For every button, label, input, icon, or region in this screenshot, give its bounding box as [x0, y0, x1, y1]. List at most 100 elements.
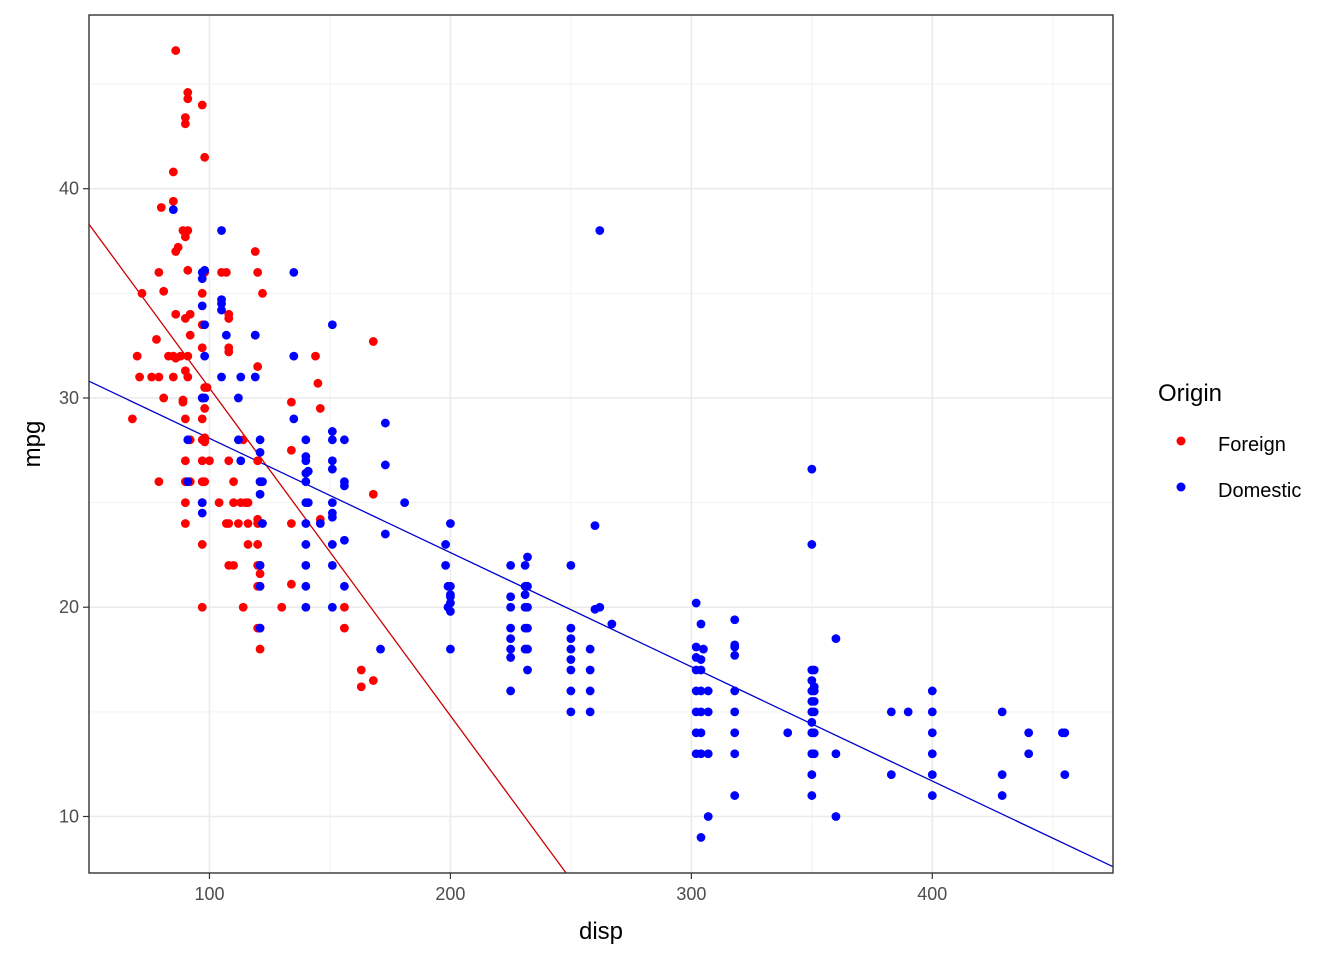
- point-domestic: [301, 519, 311, 528]
- point-foreign: [156, 203, 166, 212]
- point-foreign: [147, 372, 157, 382]
- point-domestic: [236, 456, 246, 466]
- y-tick-label: 30: [59, 388, 79, 408]
- point-foreign: [356, 665, 366, 675]
- point-domestic: [233, 435, 243, 445]
- point-domestic: [200, 351, 210, 361]
- point-foreign: [197, 343, 207, 353]
- point-foreign: [197, 602, 207, 612]
- x-axis-ticks: 100 200 300 400: [194, 873, 947, 904]
- point-domestic: [339, 535, 349, 545]
- point-foreign: [224, 343, 234, 353]
- point-domestic: [255, 447, 265, 457]
- point-domestic: [327, 512, 337, 522]
- point-domestic: [696, 728, 706, 738]
- point-domestic: [289, 414, 299, 424]
- point-domestic: [183, 435, 193, 445]
- point-domestic: [197, 508, 207, 518]
- point-domestic: [590, 521, 600, 531]
- point-foreign: [205, 456, 214, 466]
- point-foreign: [229, 560, 238, 570]
- point-domestic: [301, 452, 311, 461]
- point-domestic: [250, 372, 260, 382]
- y-tick-label: 20: [59, 597, 79, 617]
- point-domestic: [255, 581, 265, 591]
- legend-label-domestic: Domestic: [1218, 480, 1301, 502]
- point-domestic: [730, 749, 740, 759]
- point-domestic: [585, 686, 595, 696]
- point-domestic: [809, 682, 819, 692]
- point-domestic: [255, 560, 265, 570]
- point-foreign: [183, 88, 193, 97]
- point-domestic: [696, 665, 706, 675]
- point-domestic: [400, 498, 410, 507]
- point-foreign: [183, 372, 193, 382]
- point-domestic: [927, 749, 937, 759]
- point-domestic: [446, 644, 455, 654]
- point-foreign: [255, 644, 265, 654]
- point-domestic: [585, 644, 595, 654]
- point-foreign: [180, 113, 190, 122]
- point-domestic: [566, 644, 576, 654]
- point-domestic: [809, 707, 819, 717]
- point-domestic: [446, 519, 455, 528]
- point-domestic: [339, 477, 349, 487]
- point-domestic: [730, 728, 740, 738]
- point-domestic: [696, 655, 706, 664]
- point-foreign: [368, 489, 378, 499]
- point-domestic: [376, 644, 385, 654]
- point-foreign: [202, 383, 212, 392]
- point-domestic: [730, 686, 740, 696]
- point-foreign: [368, 676, 378, 685]
- point-foreign: [243, 498, 253, 507]
- point-domestic: [783, 728, 793, 738]
- point-domestic: [506, 592, 516, 602]
- point-domestic: [703, 707, 713, 717]
- point-domestic: [566, 560, 576, 570]
- point-domestic: [696, 686, 706, 696]
- point-foreign: [154, 268, 164, 277]
- point-domestic: [696, 619, 706, 629]
- point-domestic: [523, 623, 532, 633]
- point-domestic: [595, 226, 605, 235]
- point-domestic: [523, 581, 532, 591]
- point-foreign: [180, 456, 190, 466]
- point-foreign: [197, 414, 207, 424]
- point-domestic: [289, 351, 299, 361]
- point-domestic: [809, 728, 819, 738]
- point-foreign: [159, 393, 169, 403]
- point-foreign: [180, 414, 190, 424]
- point-domestic: [255, 435, 265, 445]
- fit-line-foreign: [88, 223, 567, 874]
- point-domestic: [886, 707, 896, 717]
- point-foreign: [253, 456, 263, 466]
- point-foreign: [171, 46, 181, 55]
- point-domestic: [566, 655, 576, 664]
- point-foreign: [168, 167, 178, 177]
- y-tick-label: 10: [59, 806, 79, 826]
- point-foreign: [229, 477, 238, 487]
- point-domestic: [217, 372, 226, 382]
- point-foreign: [200, 477, 210, 487]
- point-domestic: [303, 498, 313, 507]
- point-foreign: [183, 351, 193, 361]
- point-foreign: [221, 268, 231, 277]
- point-domestic: [217, 305, 226, 315]
- point-domestic: [523, 602, 532, 612]
- point-foreign: [258, 288, 267, 298]
- point-foreign: [368, 337, 378, 346]
- x-tick-label: 300: [676, 884, 706, 904]
- point-foreign: [197, 288, 207, 298]
- x-tick-label: 200: [435, 884, 465, 904]
- point-foreign: [168, 196, 178, 206]
- point-domestic: [691, 642, 701, 652]
- point-domestic: [327, 540, 337, 549]
- point-domestic: [523, 665, 532, 675]
- point-domestic: [520, 590, 530, 600]
- legend-key-domestic: [1176, 482, 1186, 492]
- point-foreign: [180, 519, 190, 528]
- point-domestic: [301, 540, 311, 549]
- point-foreign: [253, 362, 263, 371]
- point-foreign: [224, 456, 234, 466]
